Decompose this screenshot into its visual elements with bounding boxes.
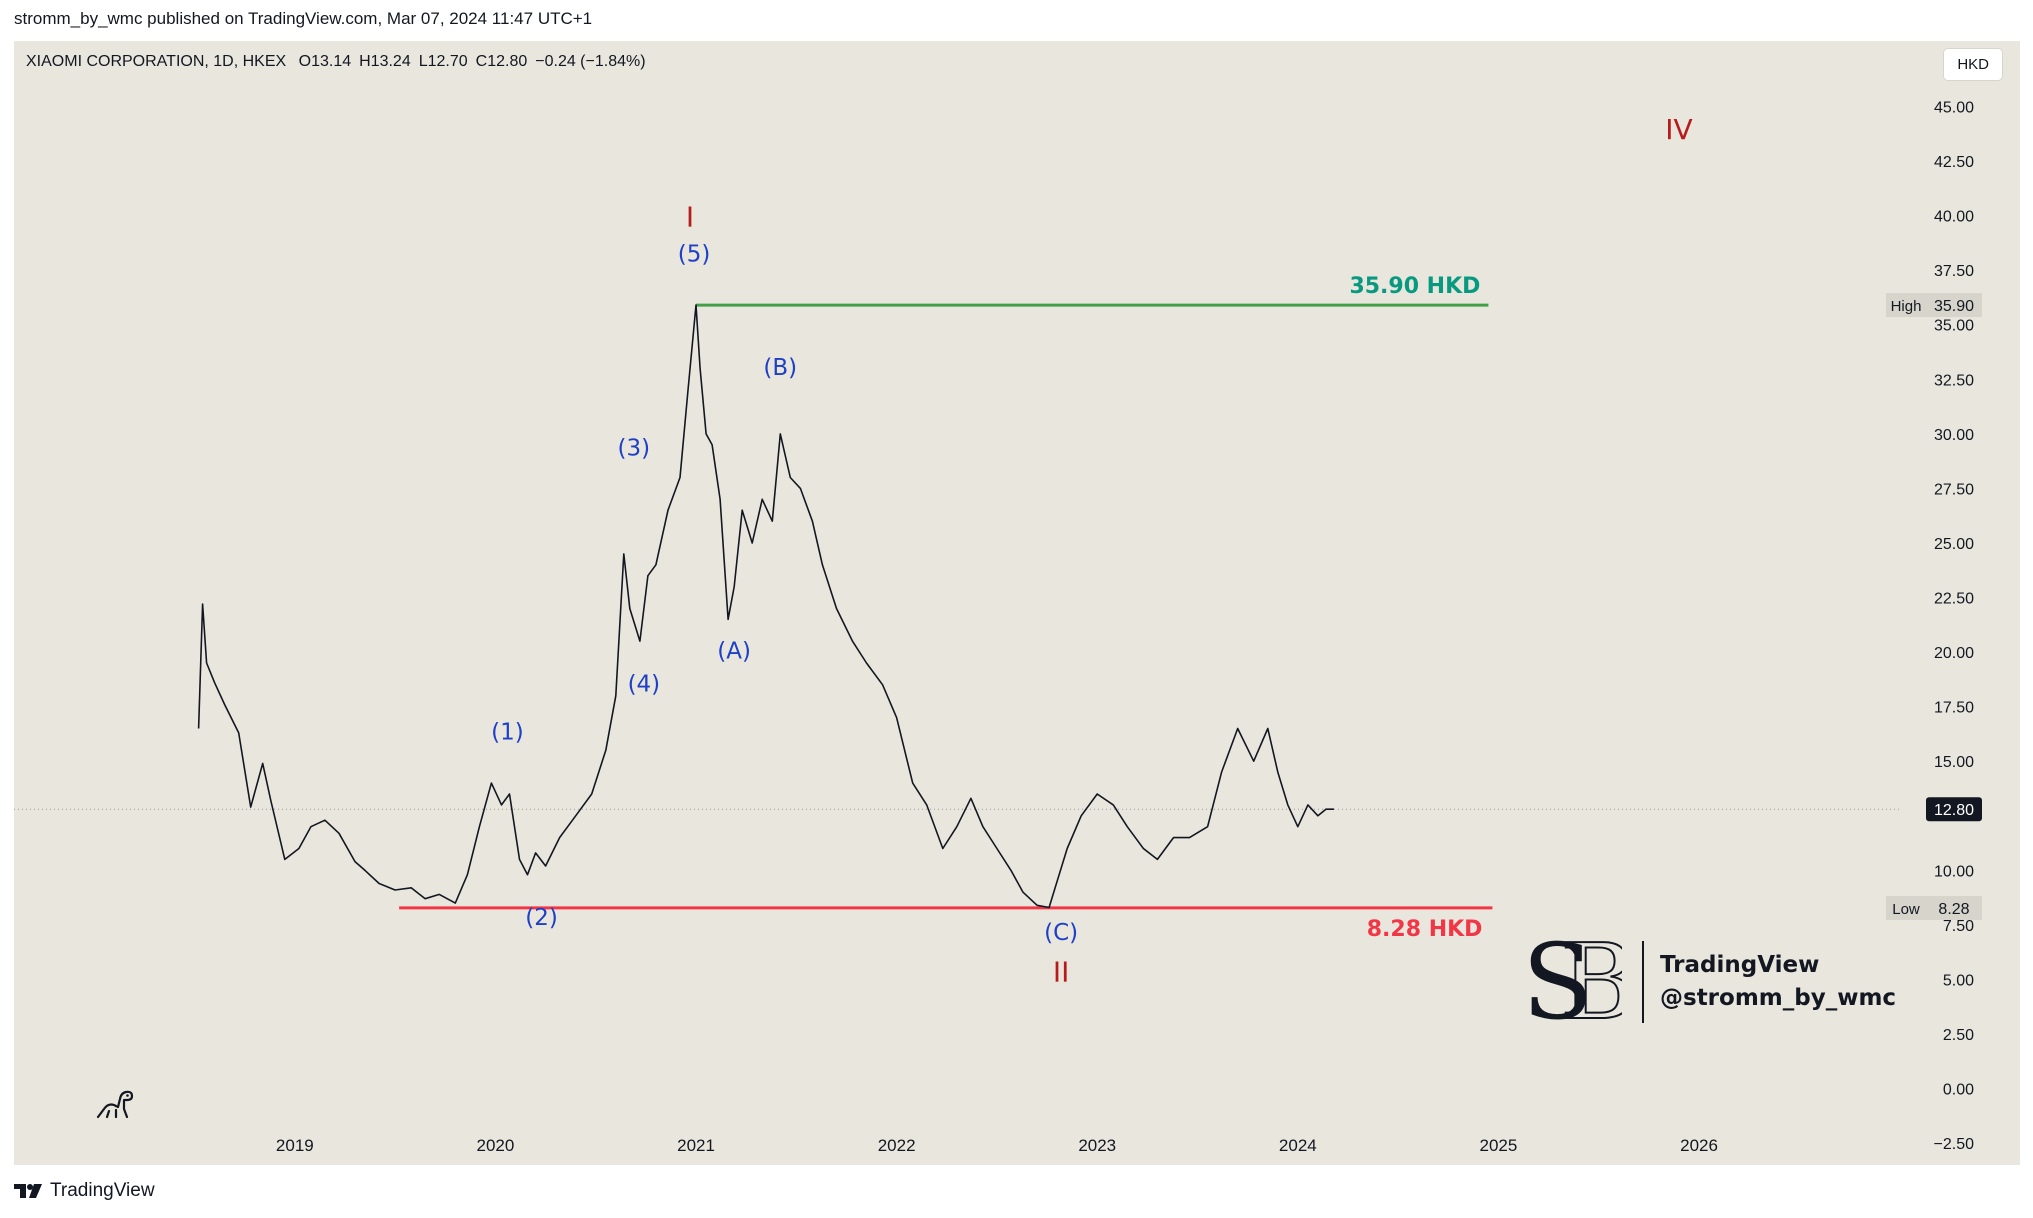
symbol-name[interactable]: XIAOMI CORPORATION, 1D, HKEX — [26, 53, 287, 70]
x-tick-label: 2023 — [1078, 1136, 1116, 1155]
chart-panel[interactable]: 45.00 42.50 40.00 37.50 35.00 32.50 30.00 27.50… — [14, 41, 2020, 1165]
y-tick-label: −2.50 — [1934, 1136, 1975, 1153]
wave-label-red: IV — [1665, 113, 1692, 146]
y-tick-label: 2.50 — [1943, 1027, 1974, 1044]
tradingview-logo-icon — [14, 1184, 42, 1198]
y-tick-label: 45.00 — [1934, 99, 1974, 116]
wave-label-red: II — [1053, 956, 1070, 989]
high-price-annotation: 35.90 HKD — [1349, 274, 1480, 299]
low-badge-value: 8.28 — [1938, 901, 1969, 918]
y-tick-label: 42.50 — [1934, 154, 1974, 171]
watermark-brand: TradingView — [1660, 952, 1820, 978]
y-tick-label: 35.00 — [1934, 318, 1974, 335]
wave-label-blue: (5) — [678, 241, 711, 267]
low-badge-value-box — [1926, 895, 1982, 920]
y-tick-label: 22.50 — [1934, 591, 1974, 608]
dino-icon[interactable] — [94, 1079, 138, 1121]
y-tick-label: 20.00 — [1934, 645, 1974, 662]
y-tick-label: 15.00 — [1934, 754, 1974, 771]
x-tick-label: 2024 — [1279, 1136, 1317, 1155]
wave-label-blue: (1) — [491, 719, 524, 745]
low-value: L12.70 — [418, 53, 468, 70]
x-tick-label: 2019 — [276, 1136, 314, 1155]
y-tick-label: 17.50 — [1934, 700, 1974, 717]
y-tick-label: 7.50 — [1943, 918, 1974, 935]
publisher-line: stromm_by_wmc published on TradingView.c… — [14, 9, 593, 28]
x-tick-label: 2026 — [1680, 1136, 1718, 1155]
y-tick-label: 10.00 — [1934, 863, 1974, 880]
wave-label-blue: (B) — [763, 355, 797, 381]
watermark-divider — [1642, 941, 1644, 1023]
price-chart[interactable]: 45.00 42.50 40.00 37.50 35.00 32.50 30.00 27.50… — [14, 41, 2020, 1165]
y-tick-label: 0.00 — [1943, 1082, 1974, 1099]
high-badge-label: High — [1891, 298, 1922, 315]
high-value: H13.24 — [359, 53, 411, 70]
y-tick-label: 30.00 — [1934, 427, 1974, 444]
currency-button[interactable]: HKD — [1944, 49, 2002, 80]
sb-logo-icon: S B — [1522, 932, 1622, 1032]
wave-label-red: I — [686, 201, 694, 234]
symbol-legend[interactable]: XIAOMI CORPORATION, 1D, HKEX O13.14 H13.2… — [26, 53, 654, 71]
high-badge-label-box — [1886, 293, 1926, 318]
change-value: −0.24 (−1.84%) — [535, 53, 646, 70]
low-price-annotation: 8.28 HKD — [1367, 917, 1483, 942]
close-value: C12.80 — [475, 53, 528, 70]
y-tick-label: 25.00 — [1934, 536, 1974, 553]
wave-label-blue: (3) — [618, 436, 651, 462]
footer-brand[interactable]: TradingView — [14, 1180, 155, 1202]
current-price-badge-value: 12.80 — [1934, 802, 1974, 819]
x-tick-label: 2020 — [477, 1136, 515, 1155]
svg-text:B: B — [1560, 932, 1622, 1032]
x-tick-label: 2022 — [878, 1136, 916, 1155]
wave-label-blue: (4) — [628, 671, 661, 697]
high-badge-value: 35.90 — [1934, 298, 1974, 315]
low-badge-label-box — [1886, 895, 1926, 920]
price-series-line — [197, 304, 1334, 909]
y-tick-label: 27.50 — [1934, 481, 1974, 498]
y-tick-label: 40.00 — [1934, 209, 1974, 226]
wave-label-blue: (2) — [525, 905, 558, 931]
low-badge-label: Low — [1892, 901, 1920, 918]
watermark-handle: @stromm_by_wmc — [1660, 985, 1897, 1011]
y-tick-label: 5.00 — [1943, 972, 1974, 989]
author-watermark: S B TradingView @stromm_by_wmc — [1522, 932, 1896, 1032]
current-price-badge-value-box — [1926, 797, 1982, 822]
x-tick-label: 2025 — [1480, 1136, 1518, 1155]
y-tick-label: 37.50 — [1934, 263, 1974, 280]
wave-label-blue: (A) — [717, 639, 751, 665]
wave-label-blue: (C) — [1044, 920, 1078, 946]
y-tick-label: 32.50 — [1934, 372, 1974, 389]
high-badge-value-box — [1926, 293, 1982, 318]
x-tick-label: 2021 — [677, 1136, 715, 1155]
open-value: O13.14 — [298, 53, 352, 70]
footer-brand-label: TradingView — [50, 1180, 155, 1201]
svg-text:S: S — [1522, 932, 1593, 1032]
